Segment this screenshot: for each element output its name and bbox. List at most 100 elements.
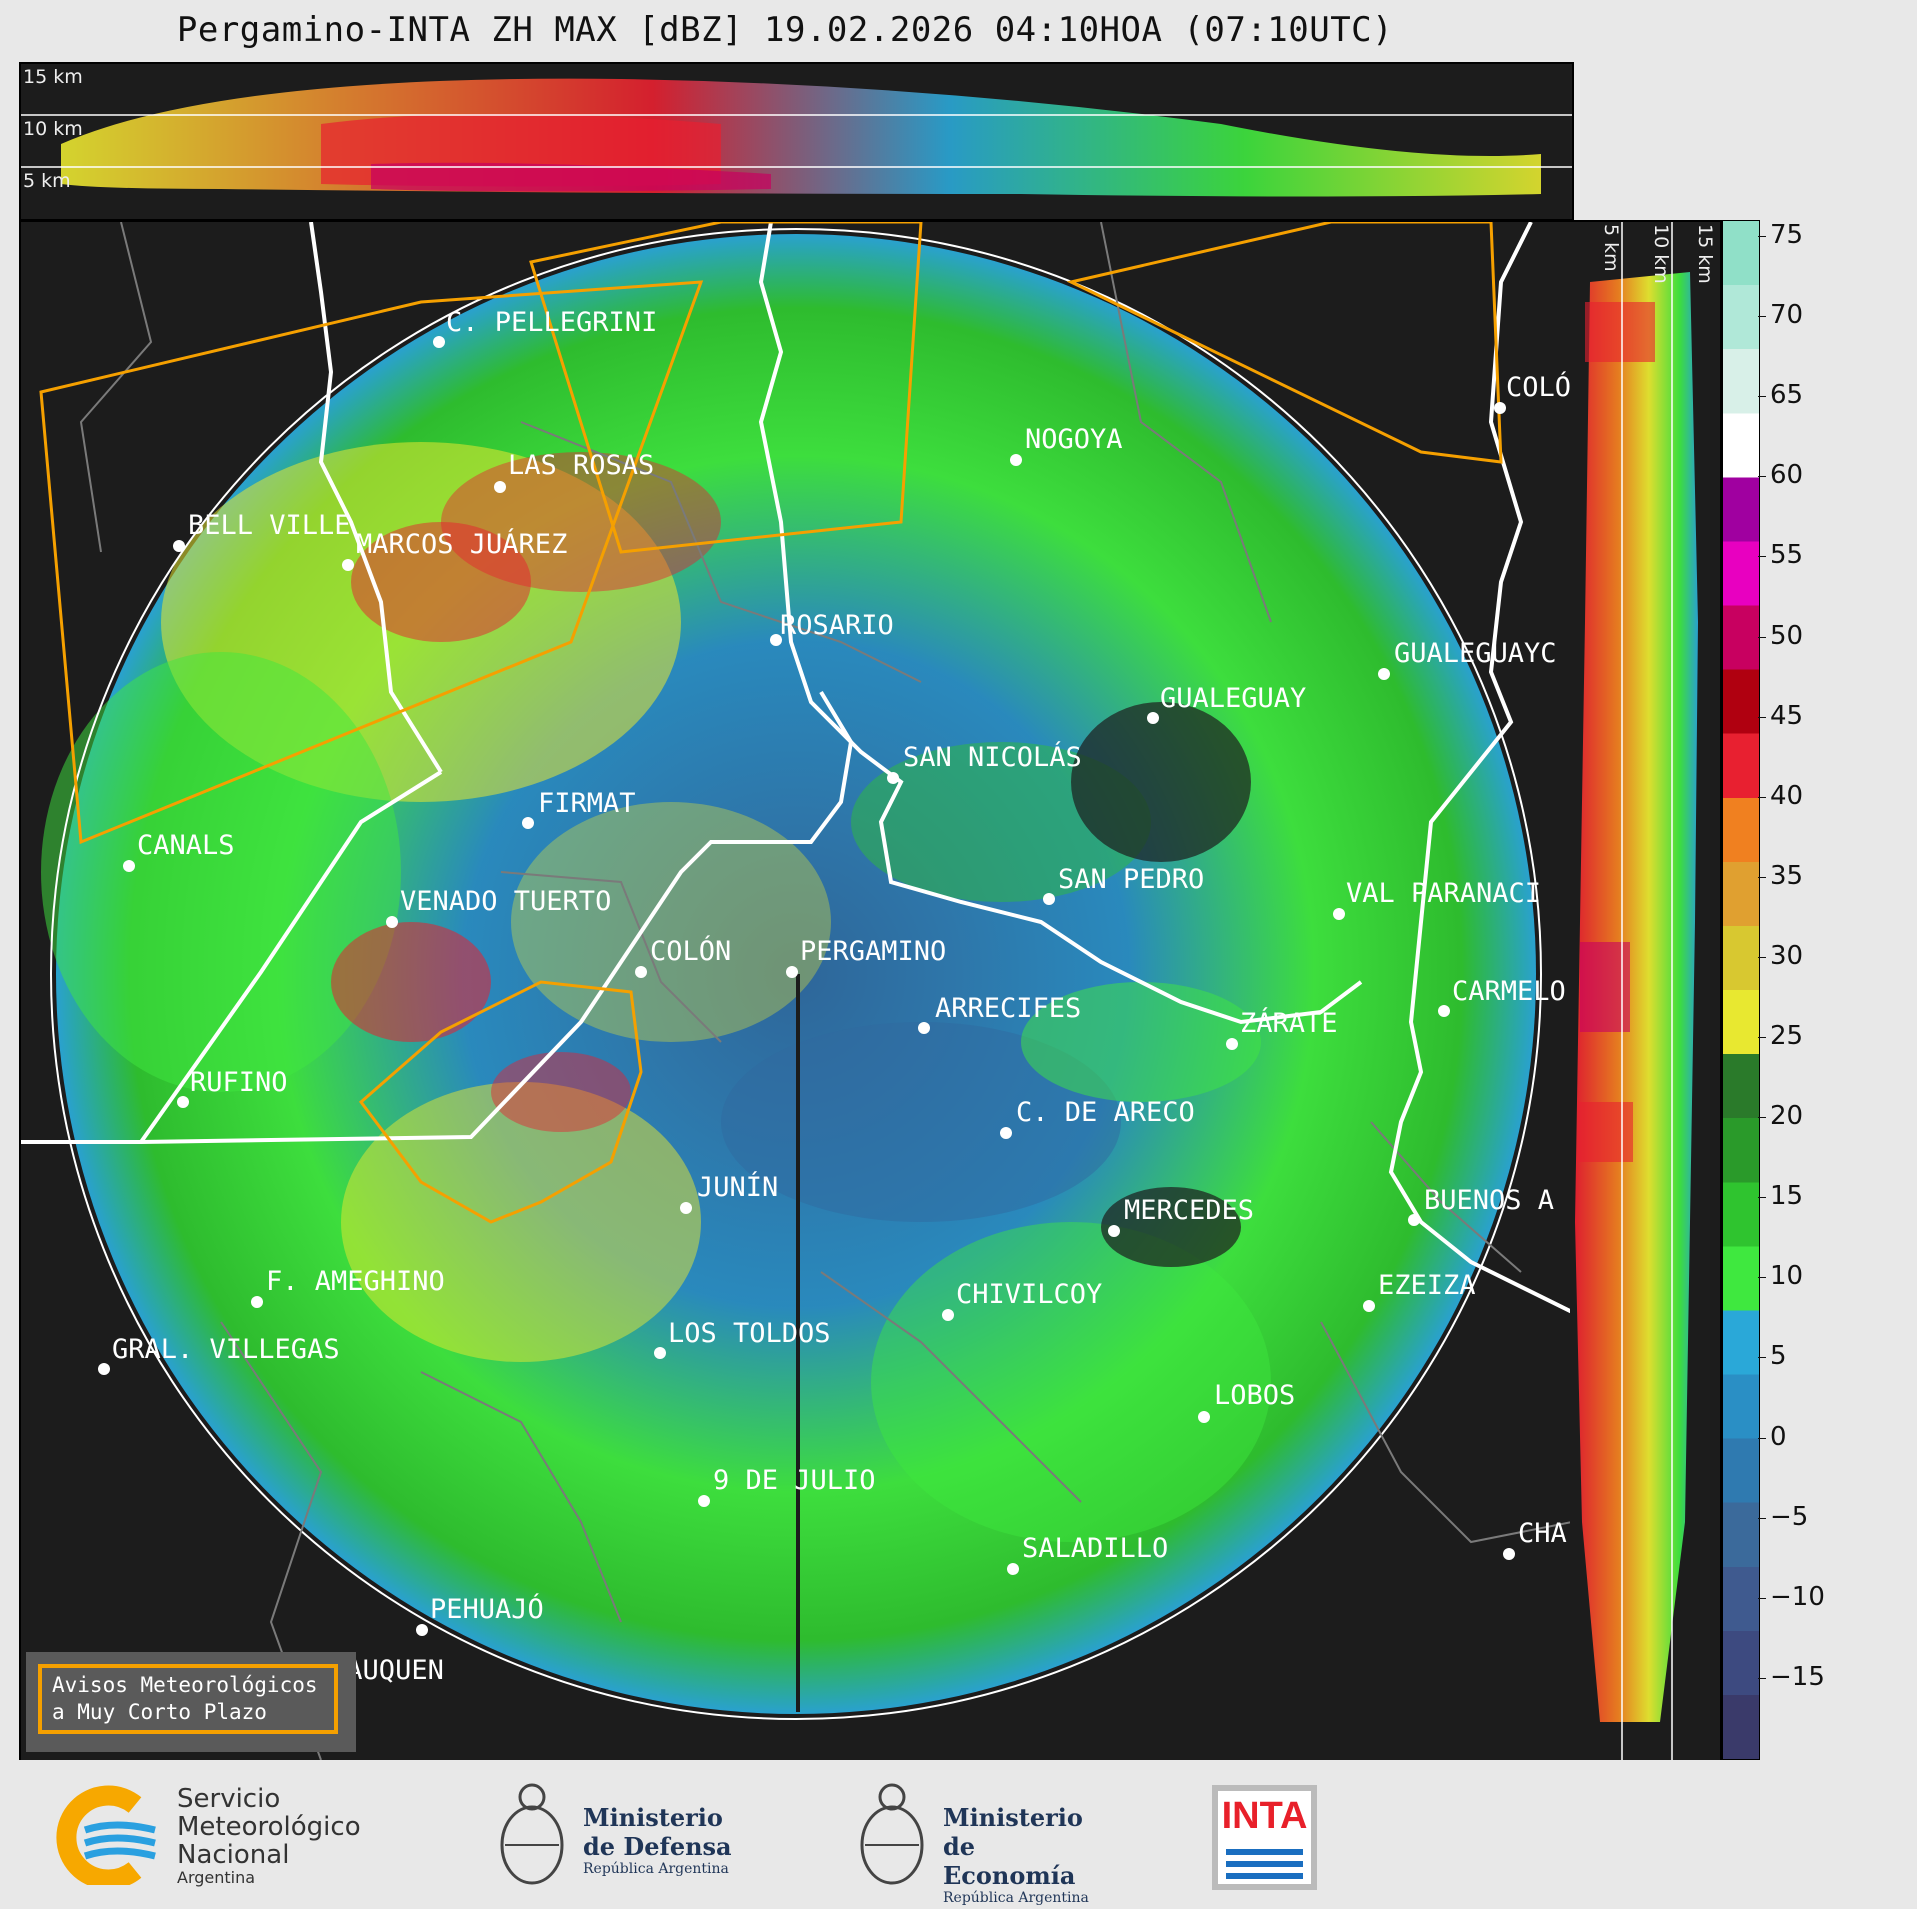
colorbar-tick-label: −5 — [1770, 1501, 1809, 1532]
city-label-val-paranaci: VAL PARANACI — [1346, 878, 1542, 909]
city-label-las-rosas: LAS ROSAS — [508, 450, 655, 481]
colorbar-tick-mark — [1758, 1437, 1766, 1439]
city-label-chivilcoy: CHIVILCOY — [956, 1279, 1103, 1310]
colorbar-tick-label: 20 — [1770, 1101, 1804, 1132]
city-label-c-de-areco: C. DE ARECO — [1016, 1097, 1195, 1128]
warnings-legend-frame: Avisos Meteorológicos a Muy Corto Plazo — [38, 1664, 338, 1734]
city-label-saladillo: SALADILLO — [1022, 1533, 1169, 1564]
city-marker — [416, 1624, 428, 1636]
colorbar-tick-mark — [1758, 1197, 1766, 1199]
colorbar-tick-label: 50 — [1770, 620, 1804, 651]
colorbar-tick-mark — [1758, 1677, 1766, 1679]
city-marker — [1333, 908, 1345, 920]
colorbar-tick-label: 35 — [1770, 860, 1804, 891]
footer-logos: Servicio Meteorológico Nacional Argentin… — [0, 1760, 1917, 1909]
city-label-colon: COLÓN — [650, 936, 732, 967]
city-label-bell-ville: BELL VILLE — [188, 510, 351, 541]
smn-line2: Meteorológico — [177, 1812, 361, 1842]
city-label-venado-tuerto: VENADO TUERTO — [400, 886, 612, 917]
inta-text: INTA — [1221, 1795, 1308, 1837]
city-marker — [386, 916, 398, 928]
city-marker — [635, 966, 647, 978]
colorbar-tick-mark — [1758, 956, 1766, 958]
city-label-f-ameghino: F. AMEGHINO — [266, 1266, 445, 1297]
city-marker — [1010, 454, 1022, 466]
colorbar-tick-mark — [1758, 636, 1766, 638]
smn-emblem-icon — [56, 1785, 156, 1890]
colorbar-tick-mark — [1758, 1037, 1766, 1039]
map-title: Pergamino-INTA ZH MAX [dBZ] 19.02.2026 0… — [176, 10, 1394, 50]
side-cross-section-canvas — [1575, 222, 1698, 1760]
economia-line2: de Economía — [943, 1832, 1076, 1890]
colorbar-tick-mark — [1758, 876, 1766, 878]
smn-logo: Servicio Meteorológico Nacional Argentin… — [55, 1785, 395, 1895]
colorbar-tick-mark — [1758, 1597, 1766, 1599]
side-height-label-5km: 5 km — [1600, 224, 1622, 272]
colorbar-tick-label: −15 — [1770, 1661, 1825, 1692]
colorbar-tick-mark — [1758, 396, 1766, 398]
city-label-marcos-juarez: MARCOS JUÁREZ — [356, 529, 568, 560]
side-height-label-15km: 15 km — [1694, 224, 1716, 284]
city-marker — [98, 1363, 110, 1375]
colorbar-tick-label: −10 — [1770, 1581, 1825, 1612]
city-marker — [1503, 1548, 1515, 1560]
side-height-label-10km: 10 km — [1650, 224, 1672, 284]
warnings-legend-line2: a Muy Corto Plazo — [52, 1700, 267, 1724]
colorbar-tick-label: 5 — [1770, 1341, 1787, 1372]
city-marker — [1108, 1225, 1120, 1237]
colorbar-tick-mark — [1758, 1517, 1766, 1519]
city-label-cha: CHA — [1518, 1518, 1567, 1549]
city-marker — [654, 1347, 666, 1359]
colorbar-tick-mark — [1758, 236, 1766, 238]
city-label-buenos-a: BUENOS A — [1424, 1185, 1555, 1216]
city-marker — [887, 772, 899, 784]
city-marker — [173, 540, 185, 552]
radar-site-marker — [786, 966, 798, 978]
colorbar-tick-mark — [1758, 796, 1766, 798]
city-label-pehuajo: PEHUAJÓ — [430, 1594, 544, 1625]
colorbar-tick-label: 60 — [1770, 460, 1804, 491]
city-marker — [942, 1309, 954, 1321]
city-label-san-nicolas: SAN NICOLÁS — [903, 742, 1082, 773]
city-label-ezeiza: EZEIZA — [1378, 1270, 1476, 1301]
colorbar-tick-mark — [1758, 556, 1766, 558]
city-label-rosario: ROSARIO — [780, 610, 894, 641]
colorbar-tick-label: 40 — [1770, 780, 1804, 811]
city-marker — [1378, 668, 1390, 680]
city-label-carmelo: CARMELO — [1452, 976, 1566, 1007]
city-label-gral-villegas: GRAL. VILLEGAS — [112, 1334, 340, 1365]
warnings-legend-box: Avisos Meteorológicos a Muy Corto Plazo — [26, 1652, 356, 1752]
radar-map — [19, 220, 1574, 1762]
city-marker — [1226, 1038, 1238, 1050]
colorbar-tick-label: 65 — [1770, 380, 1804, 411]
colorbar-tick-label: 70 — [1770, 300, 1804, 331]
city-label-gualeguayc: GUALEGUAYC — [1394, 638, 1557, 669]
colorbar-tick-label: 10 — [1770, 1261, 1804, 1292]
city-marker — [770, 634, 782, 646]
economia-line1: Ministerio — [943, 1803, 1083, 1832]
city-marker — [918, 1022, 930, 1034]
colorbar — [1722, 220, 1760, 1760]
coat-of-arms-icon — [860, 1783, 924, 1885]
city-label-rufino: RUFINO — [190, 1067, 288, 1098]
city-marker — [1000, 1127, 1012, 1139]
city-marker — [433, 336, 445, 348]
city-marker — [1007, 1563, 1019, 1575]
colorbar-tick-label: 25 — [1770, 1021, 1804, 1052]
city-marker — [698, 1495, 710, 1507]
smn-line3: Nacional — [177, 1840, 290, 1870]
city-label-junin: JUNÍN — [697, 1172, 779, 1203]
smn-line1: Servicio — [177, 1784, 281, 1814]
city-label-gualeguay: GUALEGUAY — [1160, 683, 1307, 714]
colorbar-tick-label: 0 — [1770, 1421, 1787, 1452]
smn-line4: Argentina — [177, 1868, 256, 1887]
city-label-c-pellegrini: C. PELLEGRINI — [446, 307, 658, 338]
colorbar-tick-mark — [1758, 1357, 1766, 1359]
city-label-lobos: LOBOS — [1214, 1380, 1296, 1411]
colorbar-tick-mark — [1758, 1117, 1766, 1119]
city-label-pergamino: PERGAMINO — [800, 936, 947, 967]
city-marker — [1198, 1411, 1210, 1423]
defensa-logo: Ministerio de Defensa República Argentin… — [495, 1775, 755, 1900]
city-marker — [1147, 712, 1159, 724]
economia-line3: República Argentina — [943, 1890, 1089, 1906]
